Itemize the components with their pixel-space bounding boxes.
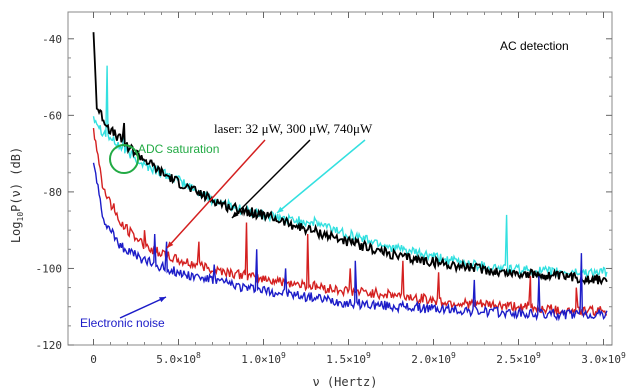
x-tick-label: 2.0×109: [411, 351, 456, 366]
blue-arrow-head: [159, 297, 166, 303]
y-tick-label: -100: [36, 262, 63, 275]
adc-saturation-circle: [109, 144, 139, 174]
cyan-arrow-head: [277, 206, 284, 213]
y-tick-label: -120: [36, 339, 63, 352]
annotation-adc-saturation: ADC saturation: [138, 142, 219, 156]
annotation-electronic-noise: Electronic noise: [80, 316, 165, 330]
red-arrow: [166, 139, 266, 249]
blue-arrow: [119, 296, 167, 319]
plot-frame: [67, 11, 613, 346]
y-tick-label: -40: [42, 33, 62, 46]
series-line: [92, 32, 608, 286]
axis-ticks: 0 5.0×108 1.0×109 1.5×109 2.0×109 2.5×109 3.0×…: [36, 12, 626, 366]
y-axis-title: Log10P(ν) (dB): [9, 147, 25, 243]
x-tick-label: 5.0×108: [156, 351, 201, 366]
series-line: [92, 162, 608, 322]
annotation-laser-powers: laser: 32 μW, 300 μW, 740μW: [214, 121, 373, 136]
x-tick-label: 0: [90, 353, 97, 366]
red-arrow-head: [167, 241, 174, 248]
x-tick-label: 1.5×109: [326, 351, 371, 366]
annotations: AC detection laser: 32 μW, 300 μW, 740μW…: [80, 39, 569, 330]
annotation-ac-detection: AC detection: [500, 39, 569, 53]
y-tick-label: -80: [42, 186, 62, 199]
y-tick-label: -60: [42, 109, 62, 122]
x-tick-label: 1.0×109: [241, 351, 286, 366]
axis-titles: ν (Hertz) Log10P(ν) (dB): [9, 147, 378, 389]
black-arrow: [231, 139, 311, 219]
x-axis-title: ν (Hertz): [312, 375, 377, 389]
x-tick-label: 2.5×109: [496, 351, 541, 366]
series-line: [92, 128, 608, 317]
cyan-arrow: [276, 139, 366, 214]
black-arrow-head: [232, 211, 239, 218]
x-tick-label: 3.0×109: [581, 351, 626, 366]
series-layer: [92, 32, 608, 322]
plot-border: [67, 11, 613, 346]
